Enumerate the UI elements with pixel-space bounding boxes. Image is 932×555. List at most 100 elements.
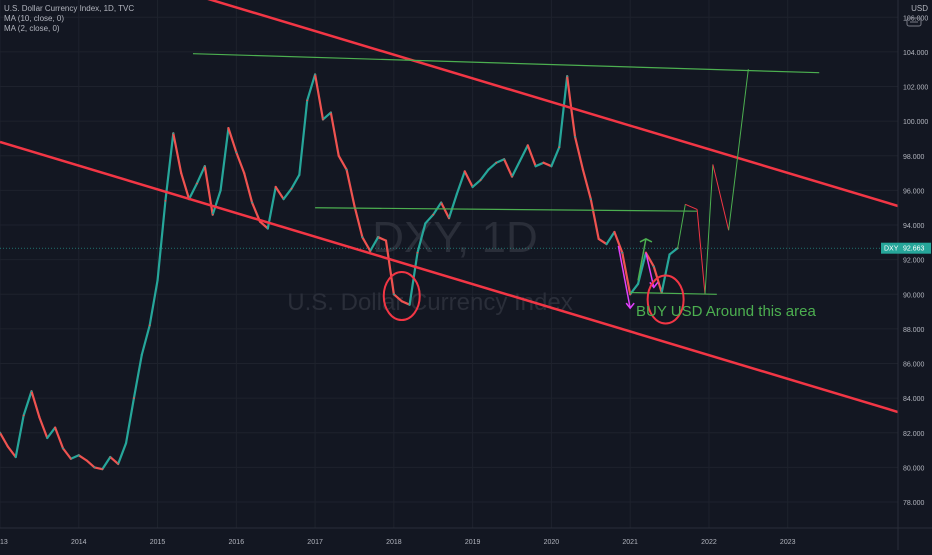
x-tick-label: 2020: [544, 539, 560, 546]
price-segment: [510, 159, 521, 178]
price-segment: [377, 236, 388, 242]
price-segment: [274, 185, 285, 201]
price-point: [148, 324, 151, 327]
price-point: [518, 160, 521, 162]
price-point: [156, 279, 159, 282]
channel-line: [207, 0, 899, 208]
price-point: [471, 186, 474, 188]
price-segment: [235, 151, 246, 175]
price-point: [322, 118, 324, 121]
grid-layer: [0, 0, 898, 528]
price-point: [133, 397, 135, 400]
x-tick-label: 2022: [701, 539, 717, 546]
price-segment: [243, 172, 254, 204]
projection-segment: [704, 164, 714, 295]
price-segment: [227, 127, 238, 154]
price-segment: [424, 213, 435, 225]
price-point: [621, 251, 624, 254]
price-point: [574, 135, 576, 138]
highlight-circle: [382, 271, 421, 322]
settings-icon[interactable]: [906, 14, 922, 27]
price-point: [337, 154, 340, 157]
price-tag-symbol: DXY: [884, 246, 899, 253]
price-segment: [132, 353, 143, 400]
resistance-line: [192, 53, 820, 74]
price-segment: [400, 300, 411, 306]
price-segment: [455, 170, 466, 195]
price-point: [448, 217, 450, 220]
price-point: [668, 253, 671, 256]
price-segment: [558, 75, 569, 149]
price-segment: [164, 132, 175, 202]
x-tick-label: 2014: [71, 539, 87, 546]
price-segment: [22, 390, 33, 417]
price-segment: [282, 187, 293, 201]
price-segment: [534, 161, 545, 168]
y-tick-label: 100.000: [903, 119, 928, 126]
highlight-circle: [646, 274, 685, 325]
price-point: [416, 251, 419, 254]
price-segment: [566, 75, 573, 109]
price-point: [377, 236, 380, 239]
price-point: [274, 186, 277, 188]
currency-unit[interactable]: USD: [911, 4, 928, 13]
price-segment: [384, 239, 395, 296]
price-point: [597, 237, 600, 240]
price-segment: [668, 247, 679, 256]
price-segment: [117, 442, 128, 466]
price-segment: [14, 414, 25, 459]
price-segment: [581, 168, 592, 201]
price-point: [534, 165, 537, 168]
price-segment: [416, 222, 427, 254]
price-point: [329, 111, 332, 114]
price-point: [227, 127, 230, 130]
price-segment: [361, 236, 372, 253]
price-layer: [0, 73, 898, 471]
price-point: [62, 447, 64, 450]
price-point: [125, 442, 127, 445]
price-segment: [148, 279, 159, 327]
price-segment: [156, 199, 167, 282]
price-point: [526, 144, 529, 147]
price-point: [369, 250, 372, 252]
price-point: [211, 213, 214, 216]
y-tick-label: 92.000: [903, 258, 925, 265]
y-tick-label: 82.000: [903, 431, 925, 438]
price-segment: [85, 459, 96, 469]
price-segment: [258, 220, 269, 230]
price-point: [652, 265, 655, 268]
price-point: [432, 213, 435, 216]
price-segment: [463, 170, 474, 189]
price-segment: [109, 455, 120, 466]
price-segment: [353, 204, 364, 239]
y-tick-label: 106.000: [903, 15, 928, 22]
price-point: [400, 300, 403, 303]
chart-legend: U.S. Dollar Currency Index, 1D, TVC MA (…: [4, 4, 134, 34]
price-segment: [6, 445, 17, 459]
price-segment: [652, 265, 663, 294]
price-point: [251, 201, 253, 204]
ma-2-label: MA (2, close, 0): [4, 24, 60, 33]
price-segment: [503, 158, 514, 178]
y-tick-label: 78.000: [903, 500, 925, 507]
y-tick-label: 94.000: [903, 223, 925, 230]
x-tick-label: 2013: [0, 539, 8, 546]
resistance-line: [315, 207, 698, 212]
y-tick-label: 96.000: [903, 188, 925, 195]
price-segment: [660, 253, 671, 294]
y-tick-label: 88.000: [903, 327, 925, 334]
price-point: [54, 426, 57, 429]
price-tag-value: 92.663: [903, 246, 925, 253]
price-point: [345, 168, 348, 171]
x-tick-label: 2015: [150, 539, 166, 546]
price-segment: [495, 158, 506, 164]
price-segment: [321, 111, 332, 121]
price-point: [487, 168, 490, 171]
price-segment: [621, 251, 632, 296]
price-point: [30, 390, 33, 393]
price-segment: [644, 251, 655, 268]
price-point: [558, 146, 561, 149]
